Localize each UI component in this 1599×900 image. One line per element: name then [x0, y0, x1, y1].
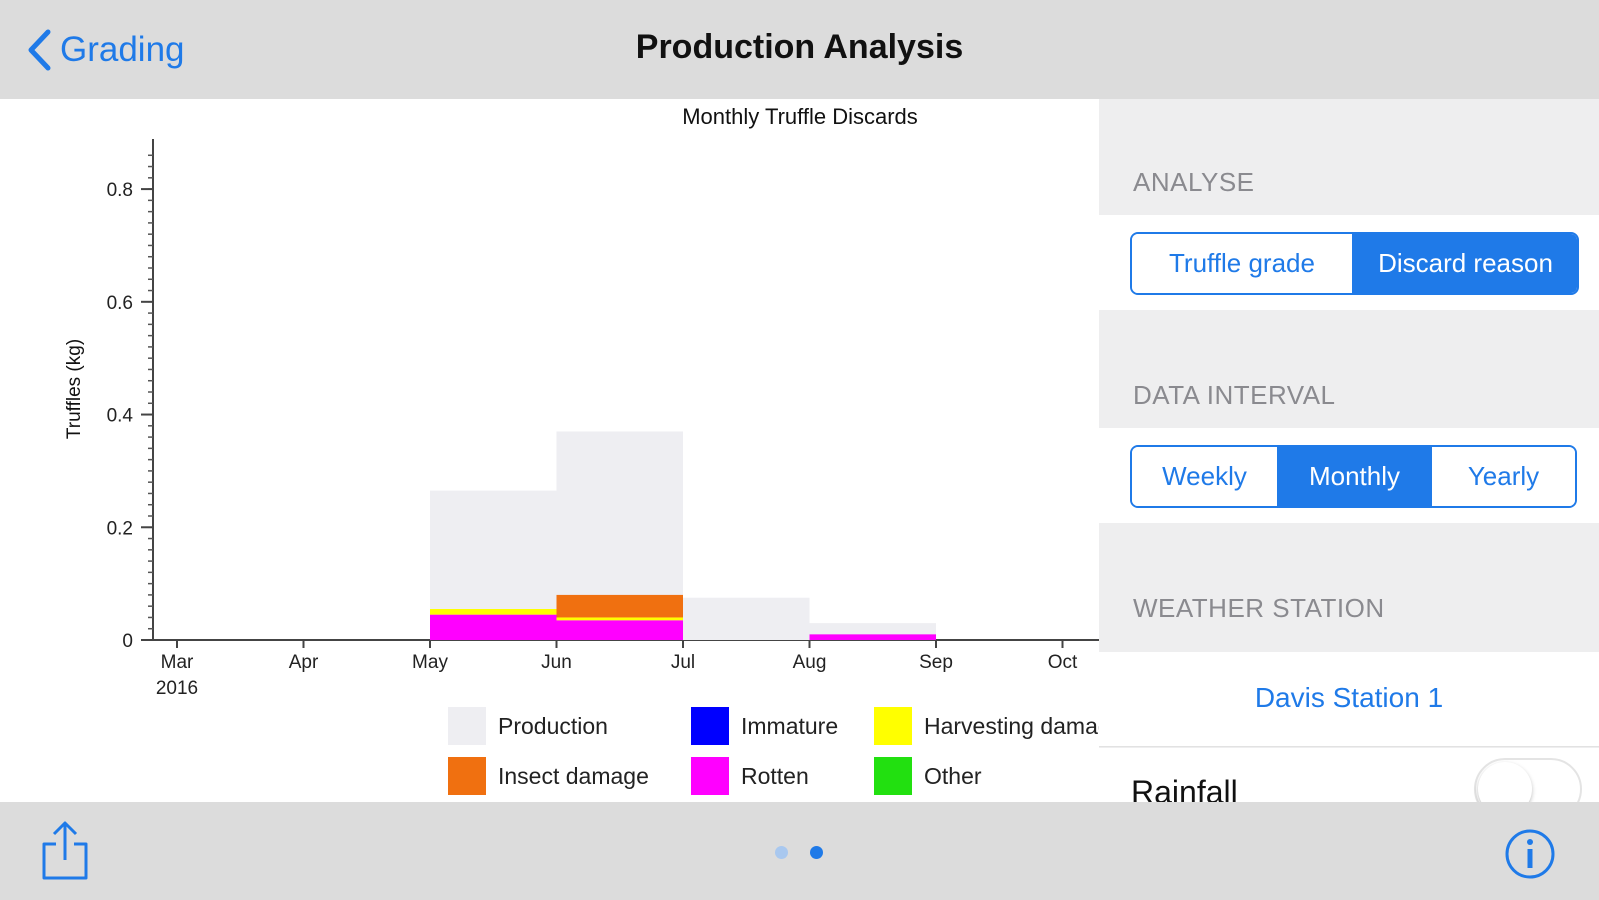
x-tick-label: Apr [289, 652, 319, 673]
back-button[interactable]: Grading [26, 22, 185, 78]
settings-panel: ANALYSE Truffle grade Discard reason DAT… [1099, 99, 1599, 802]
segment-monthly[interactable]: Monthly [1277, 447, 1430, 506]
weather-station-row: Davis Station 1 [1099, 652, 1599, 747]
share-button[interactable] [40, 820, 90, 887]
bar-insect-damage [556, 594, 683, 618]
y-tick-label: 0.6 [107, 293, 133, 314]
segment-weekly[interactable]: Weekly [1132, 447, 1277, 506]
y-tick-label: 0 [122, 631, 133, 652]
rainfall-toggle[interactable] [1474, 758, 1582, 802]
segment-truffle-grade[interactable]: Truffle grade [1132, 234, 1352, 293]
x-tick-label: Jun [541, 652, 572, 673]
data-interval-row: Weekly Monthly Yearly [1099, 428, 1599, 523]
legend-label: Rotten [741, 763, 809, 789]
x-tick-label: May [412, 652, 448, 673]
interval-segmented-control: Weekly Monthly Yearly [1130, 445, 1577, 508]
page-indicator-dot[interactable] [775, 846, 788, 859]
info-button[interactable] [1504, 828, 1556, 885]
discards-chart: Monthly Truffle Discards Truffles (kg) 0 0.… [64, 104, 1100, 795]
page-indicator-dot-active[interactable] [810, 846, 823, 859]
x-tick-label: Mar [161, 652, 194, 673]
bar-rotten [809, 634, 936, 640]
segment-yearly[interactable]: Yearly [1430, 447, 1575, 506]
bar-rotten [430, 614, 557, 640]
legend-swatch [874, 707, 912, 745]
production-bar [683, 597, 810, 640]
data-interval-header: DATA INTERVAL [1133, 380, 1336, 410]
info-icon [1505, 829, 1555, 879]
back-button-label: Grading [60, 30, 185, 69]
page-title: Production Analysis [635, 28, 964, 66]
legend-label: Insect damage [498, 763, 649, 789]
legend-label: Harvesting damage [924, 713, 1100, 739]
segment-discard-reason[interactable]: Discard reason [1352, 234, 1577, 293]
x-year-label: 2016 [156, 678, 198, 699]
analyse-header: ANALYSE [1133, 167, 1255, 197]
bar-rotten [556, 620, 683, 640]
y-axis-label: Truffles (kg) [64, 339, 85, 439]
chart-area [0, 99, 1100, 802]
analyse-row: Truffle grade Discard reason [1099, 215, 1599, 310]
rainfall-label: Rainfall [1131, 774, 1238, 802]
legend-swatch [691, 707, 729, 745]
weather-station-header: WEATHER STATION [1133, 593, 1385, 623]
legend-swatch [448, 757, 486, 795]
weather-station-link[interactable]: Davis Station 1 [1254, 682, 1444, 713]
share-icon [42, 821, 88, 880]
bottom-toolbar [0, 802, 1599, 900]
x-tick-label: Oct [1048, 652, 1078, 673]
navigation-bar: Grading Production Analysis [0, 0, 1599, 99]
legend-swatch [691, 757, 729, 795]
chevron-left-icon [28, 29, 51, 71]
y-tick-label: 0.8 [107, 180, 133, 201]
toggle-knob [1478, 762, 1532, 802]
legend-label: Other [924, 763, 982, 789]
legend-swatch [874, 757, 912, 795]
bar-harvesting-damage [430, 609, 557, 615]
rainfall-row: Rainfall [1099, 748, 1599, 802]
y-tick-label: 0.2 [107, 518, 133, 539]
legend-label: Immature [741, 713, 838, 739]
chart-title: Monthly Truffle Discards [682, 104, 918, 129]
y-tick-label: 0.4 [107, 406, 134, 427]
analyse-segmented-control: Truffle grade Discard reason [1130, 232, 1579, 295]
x-tick-label: Jul [671, 652, 695, 673]
legend-swatch [448, 707, 486, 745]
x-tick-label: Aug [793, 652, 827, 673]
bar-harvesting-damage [556, 617, 683, 621]
x-tick-label: Sep [919, 652, 953, 673]
legend-label: Production [498, 713, 608, 739]
